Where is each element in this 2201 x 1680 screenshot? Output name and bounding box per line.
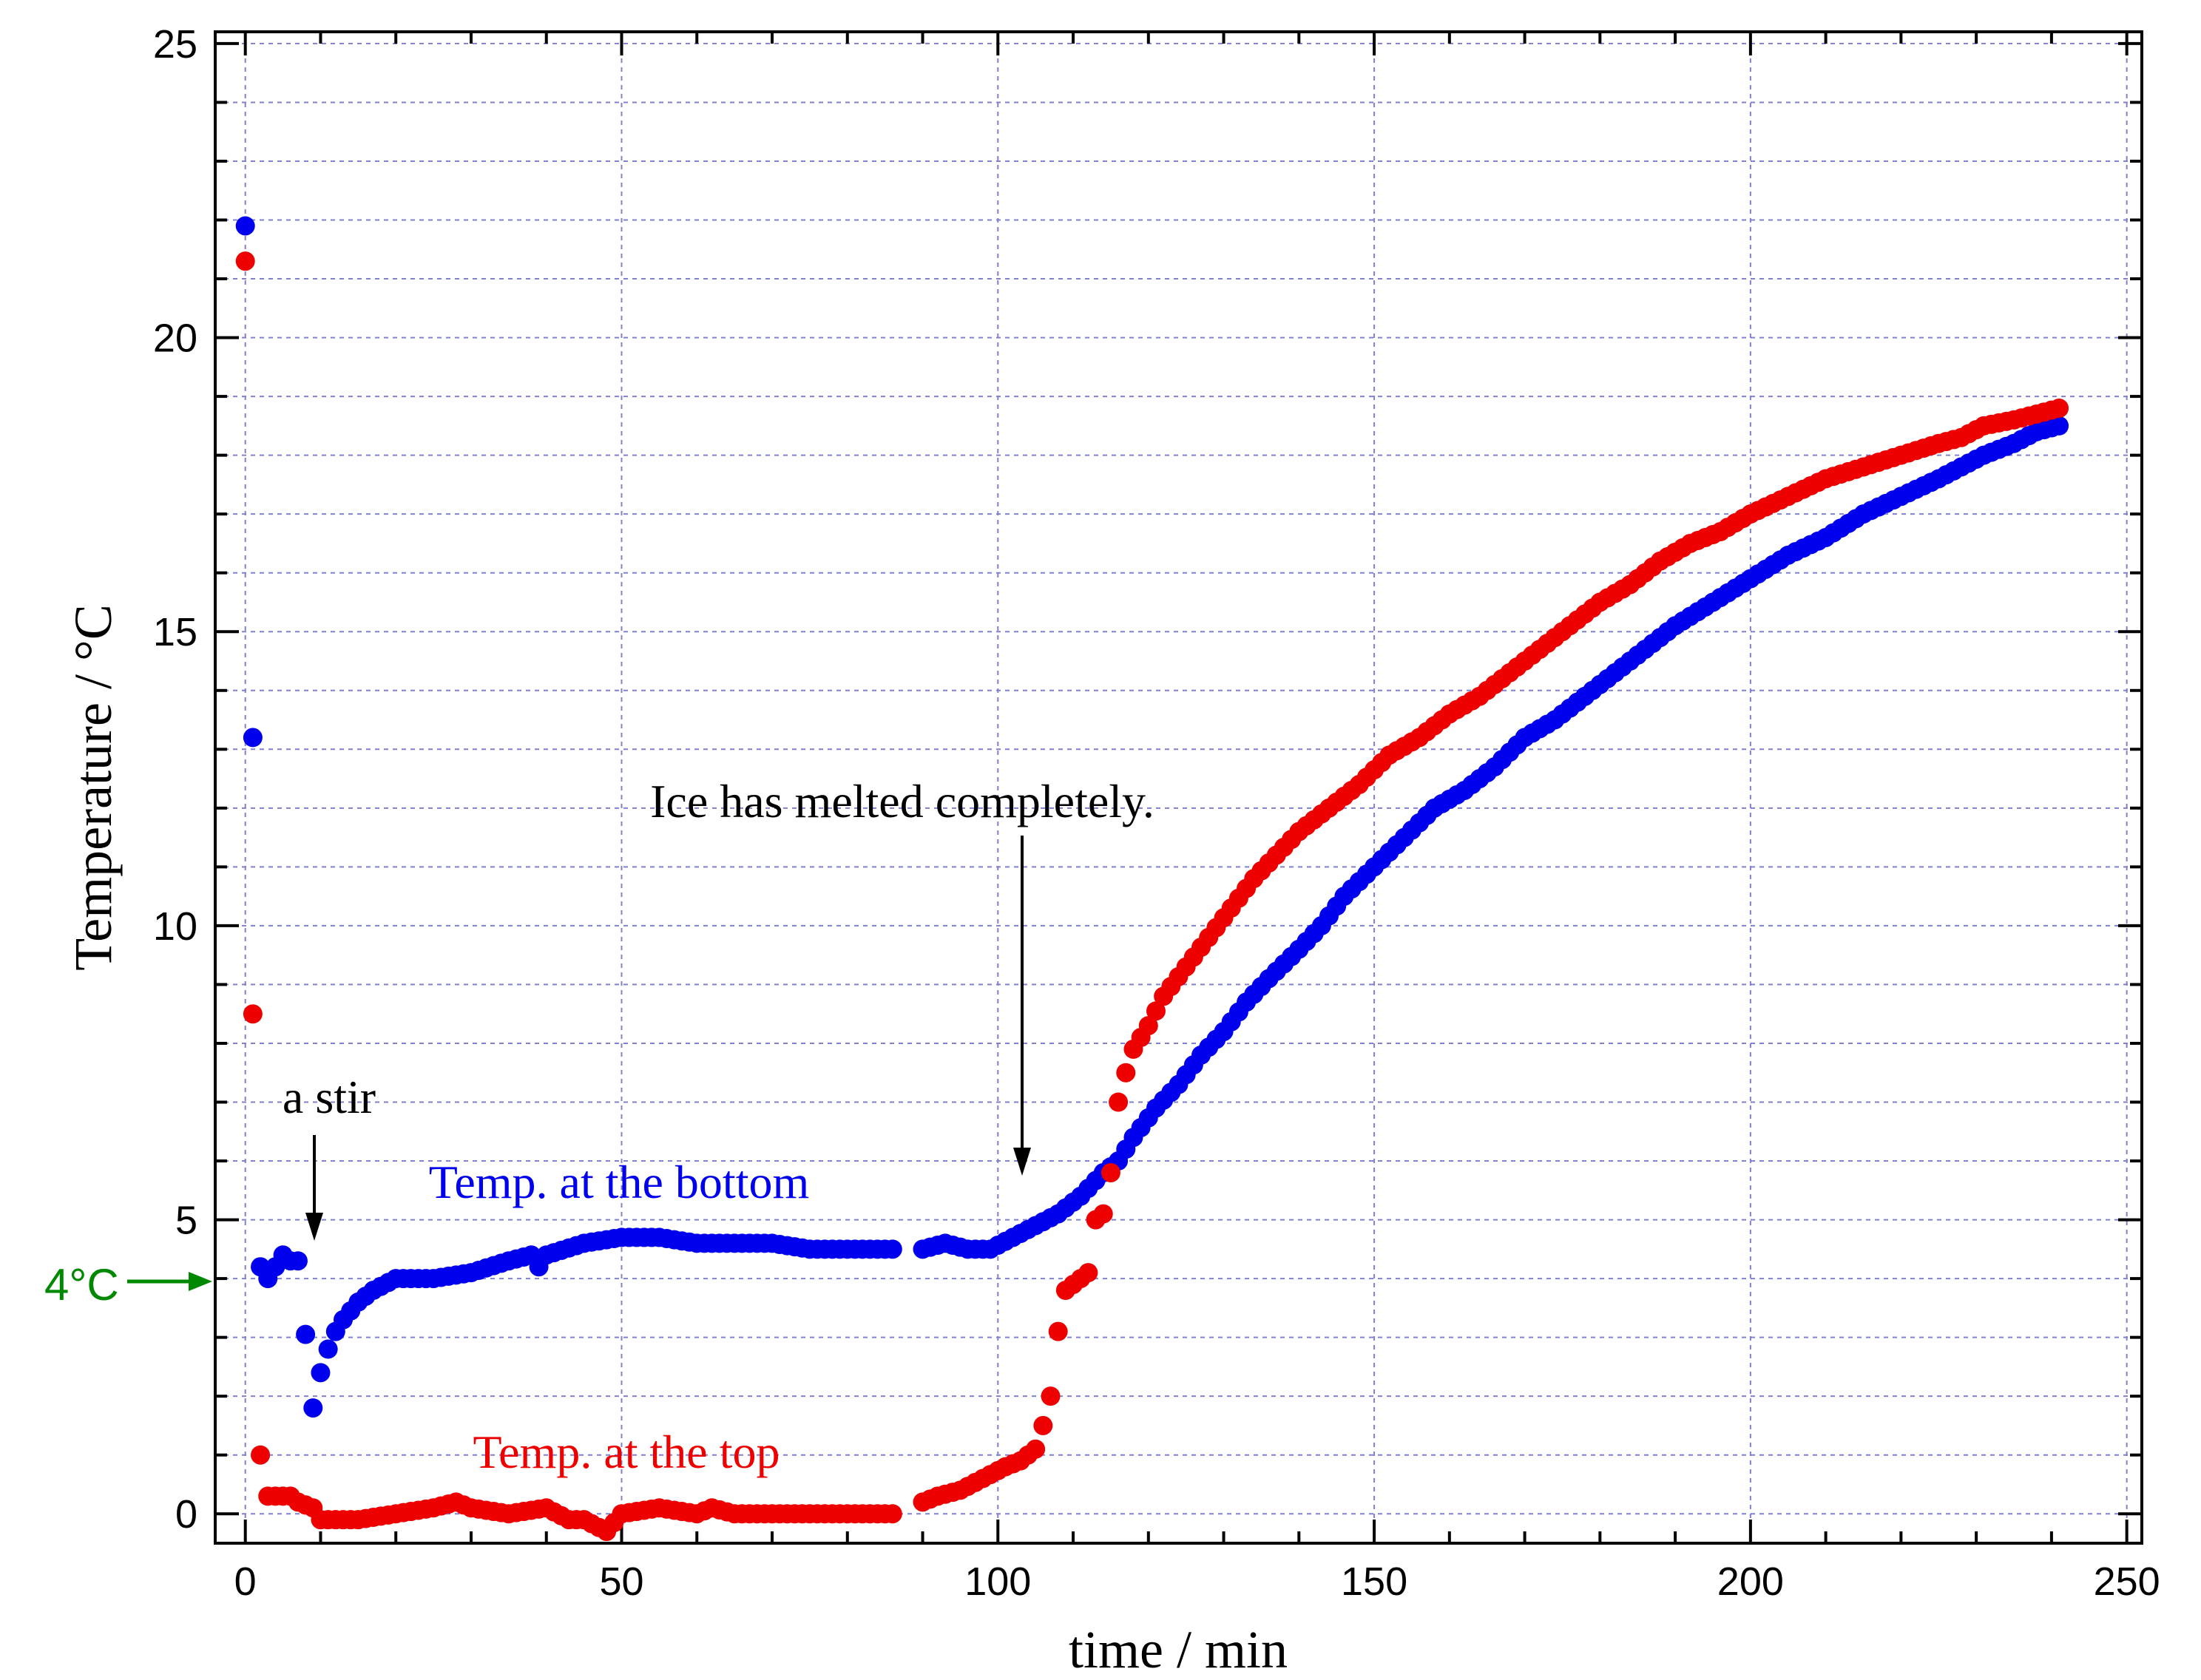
data-point (311, 1363, 331, 1383)
bottom-series-label: Temp. at the bottom (429, 1156, 810, 1208)
data-point (296, 1324, 316, 1344)
plot-frame (214, 30, 2143, 1545)
y-tick-label: 20 (153, 316, 197, 361)
stir-annotation: a stir (283, 1071, 376, 1123)
ice-melted-arrowhead (1013, 1148, 1031, 1176)
data-point (1026, 1439, 1046, 1459)
y-tick-label: 25 (153, 22, 197, 67)
axis-ticks (215, 32, 2142, 1543)
top-series-label: Temp. at the top (473, 1426, 780, 1478)
data-point (1041, 1386, 1061, 1406)
data-point (235, 251, 255, 271)
data-point (251, 1445, 271, 1465)
four-degree-marker-label: 4°C (44, 1260, 119, 1310)
x-tick-label: 250 (2094, 1559, 2160, 1604)
data-point (1146, 1001, 1166, 1021)
data-point (235, 216, 255, 236)
data-point (2049, 399, 2069, 419)
tick-labels: 0 50 100 150 200 250 0 5 10 15 20 25 (153, 22, 2160, 1604)
grid-lines (215, 32, 2142, 1543)
x-tick-label: 200 (1717, 1559, 1784, 1604)
data-point (1116, 1063, 1136, 1083)
data-point (288, 1251, 308, 1271)
data-point (243, 1004, 263, 1024)
four-degree-arrowhead (189, 1272, 212, 1291)
x-tick-label: 150 (1341, 1559, 1407, 1604)
data-point (303, 1398, 323, 1418)
y-axis-title: Temperature / °C (64, 604, 123, 971)
data-point (1048, 1321, 1068, 1341)
y-tick-label: 0 (175, 1492, 197, 1537)
data-point (2049, 416, 2069, 436)
x-axis-title: time / min (1069, 1620, 1288, 1679)
data-point (1033, 1415, 1053, 1435)
data-point (882, 1239, 902, 1259)
data-point (1100, 1162, 1120, 1182)
data-point (882, 1504, 902, 1524)
data-point (243, 728, 263, 748)
y-tick-label: 10 (153, 904, 197, 949)
x-tick-label: 100 (964, 1559, 1031, 1604)
stir-arrowhead (305, 1213, 323, 1241)
data-point (1078, 1263, 1098, 1283)
x-tick-label: 0 (234, 1559, 257, 1604)
x-tick-label: 50 (599, 1559, 643, 1604)
ice-melted-annotation: Ice has melted completely. (650, 775, 1154, 827)
data-point (318, 1339, 338, 1359)
series-bottom (235, 216, 2069, 1418)
data-point (1109, 1092, 1129, 1112)
data-points (235, 216, 2069, 1542)
y-tick-label: 15 (153, 610, 197, 654)
series-top (235, 251, 2069, 1542)
data-point (1093, 1204, 1113, 1224)
y-tick-label: 5 (175, 1199, 197, 1243)
data-point (1138, 1016, 1158, 1036)
